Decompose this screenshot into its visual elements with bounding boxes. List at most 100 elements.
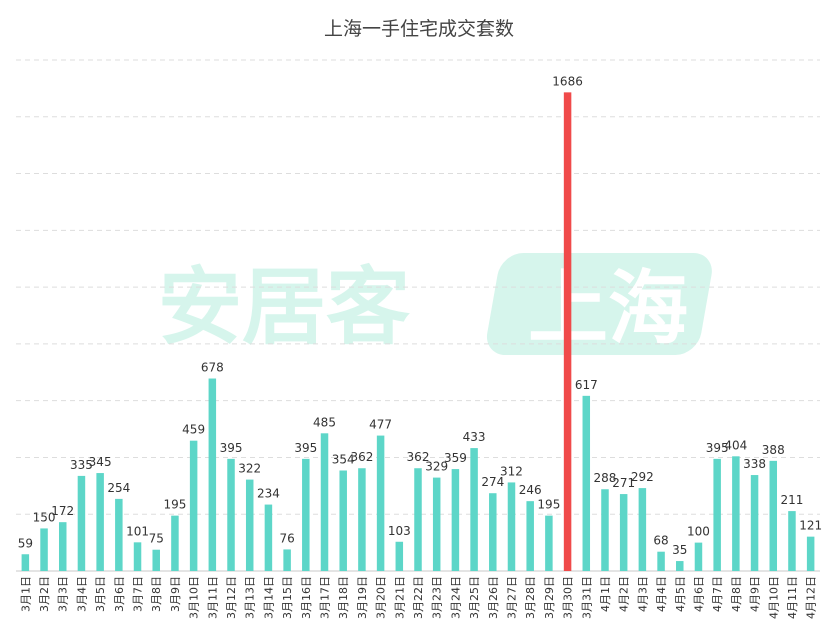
- bar-4月5日: [676, 561, 684, 571]
- bar-3月1日: [21, 554, 30, 571]
- value-label-4月7日: 395: [706, 441, 729, 455]
- bar-4月4日: [657, 551, 665, 571]
- bar-3月4日: [77, 475, 86, 571]
- x-tick-label-3月6日: 3月6日: [113, 576, 126, 612]
- value-label-4月3日: 292: [631, 470, 654, 484]
- value-label-3月4日: 335: [70, 458, 93, 472]
- x-tick-label-3月7日: 3月7日: [132, 576, 145, 612]
- x-tick-label-3月20日: 3月20日: [375, 576, 388, 619]
- bars: [21, 92, 815, 572]
- value-label-3月31日: 617: [575, 378, 598, 392]
- bar-3月18日: [339, 470, 347, 571]
- watermark-badge: [486, 253, 712, 355]
- x-tick-label-3月24日: 3月24日: [449, 576, 462, 619]
- value-label-3月27日: 312: [500, 464, 523, 478]
- bar-3月22日: [414, 468, 422, 571]
- bar-4月7日: [713, 458, 721, 571]
- value-label-3月28日: 246: [519, 483, 542, 497]
- bar-3月17日: [320, 433, 329, 571]
- bar-3月31日: [582, 395, 591, 571]
- value-label-3月11日: 678: [201, 361, 224, 375]
- x-tick-label-3月21日: 3月21日: [393, 576, 406, 619]
- bar-3月12日: [227, 458, 235, 571]
- bar-3月30日: [563, 92, 572, 572]
- x-tick-label-4月8日: 4月8日: [730, 576, 743, 612]
- value-label-3月26日: 274: [481, 475, 504, 489]
- value-label-4月9日: 338: [743, 457, 766, 471]
- value-label-3月21日: 103: [388, 524, 411, 538]
- x-tick-label-3月29日: 3月29日: [543, 576, 556, 619]
- x-tick-label-3月16日: 3月16日: [300, 576, 313, 619]
- value-label-3月20日: 477: [369, 418, 392, 432]
- bar-4月2日: [619, 494, 628, 571]
- x-tick-label-3月13日: 3月13日: [244, 576, 257, 619]
- value-label-3月9日: 195: [163, 498, 186, 512]
- value-label-4月11日: 211: [780, 493, 803, 507]
- x-tick-label-4月2日: 4月2日: [618, 576, 631, 612]
- x-tick-label-3月27日: 3月27日: [505, 576, 518, 619]
- x-tick-label-4月5日: 4月5日: [674, 576, 687, 612]
- watermark-logo: 安居客 上海: [158, 253, 712, 356]
- x-tick-label-3月5日: 3月5日: [94, 576, 107, 612]
- x-tick-label-3月8日: 3月8日: [150, 576, 163, 612]
- value-label-3月22日: 362: [407, 450, 430, 464]
- bar-4月10日: [769, 460, 778, 571]
- value-label-3月30日: 1686: [552, 74, 583, 88]
- x-tick-label-4月9日: 4月9日: [749, 576, 762, 612]
- x-tick-label-4月1日: 4月1日: [599, 576, 612, 612]
- bar-3月27日: [507, 482, 516, 571]
- bar-4月3日: [638, 488, 647, 571]
- value-label-3月24日: 359: [444, 451, 467, 465]
- x-tick-label-4月4日: 4月4日: [655, 576, 668, 612]
- bar-3月29日: [545, 515, 553, 571]
- bar-3月6日: [115, 498, 123, 571]
- bar-3月28日: [526, 501, 534, 571]
- value-label-3月12日: 395: [220, 441, 243, 455]
- grid-lines: [16, 59, 820, 572]
- x-tick-label-3月1日: 3月1日: [19, 576, 32, 612]
- bar-4月9日: [750, 475, 759, 571]
- value-label-4月8日: 404: [724, 438, 747, 452]
- x-tick-label-3月30日: 3月30日: [562, 576, 575, 619]
- value-label-3月29日: 195: [537, 498, 560, 512]
- bar-3月20日: [376, 435, 385, 571]
- value-label-4月12日: 121: [799, 519, 822, 533]
- x-tick-label-3月2日: 3月2日: [38, 576, 51, 612]
- x-tick-label-4月6日: 4月6日: [692, 576, 705, 612]
- x-tick-label-4月12日: 4月12日: [805, 576, 818, 619]
- value-label-3月23日: 329: [425, 460, 448, 474]
- bar-3月19日: [358, 468, 366, 571]
- value-label-4月5日: 35: [672, 543, 687, 557]
- bar-3月14日: [264, 504, 273, 571]
- bar-3月13日: [245, 479, 254, 571]
- bar-3月25日: [470, 448, 478, 571]
- bar-3月24日: [451, 469, 460, 571]
- value-label-3月25日: 433: [463, 430, 486, 444]
- watermark-brand-text: 安居客: [158, 258, 410, 356]
- x-tick-label-4月3日: 4月3日: [636, 576, 649, 612]
- bar-3月7日: [133, 542, 142, 571]
- bar-3月5日: [96, 473, 104, 571]
- x-axis: 3月1日 3月2日 3月3日 3月4日 3月5日 3月6日 3月7日 3月8日 3月9日 3月10…: [19, 576, 817, 619]
- bar-3月3日: [58, 522, 67, 571]
- value-label-4月4日: 68: [653, 534, 668, 548]
- value-label-3月14日: 234: [257, 487, 280, 501]
- x-tick-label-3月10日: 3月10日: [188, 576, 201, 619]
- bar-3月21日: [395, 541, 404, 571]
- value-label-3月19日: 362: [350, 450, 373, 464]
- value-label-3月3日: 172: [51, 504, 74, 518]
- bar-4月12日: [806, 536, 815, 571]
- bar-3月23日: [432, 477, 441, 571]
- bar-3月16日: [302, 458, 310, 571]
- x-tick-label-3月11日: 3月11日: [206, 576, 219, 619]
- value-label-4月6日: 100: [687, 525, 710, 539]
- chart-title: 上海一手住宅成交套数: [323, 18, 514, 40]
- bar-3月10日: [189, 440, 198, 571]
- value-label-3月15日: 76: [279, 531, 294, 545]
- x-tick-label-3月26日: 3月26日: [487, 576, 500, 619]
- x-tick-label-3月25日: 3月25日: [468, 576, 481, 619]
- bar-4月8日: [732, 456, 740, 571]
